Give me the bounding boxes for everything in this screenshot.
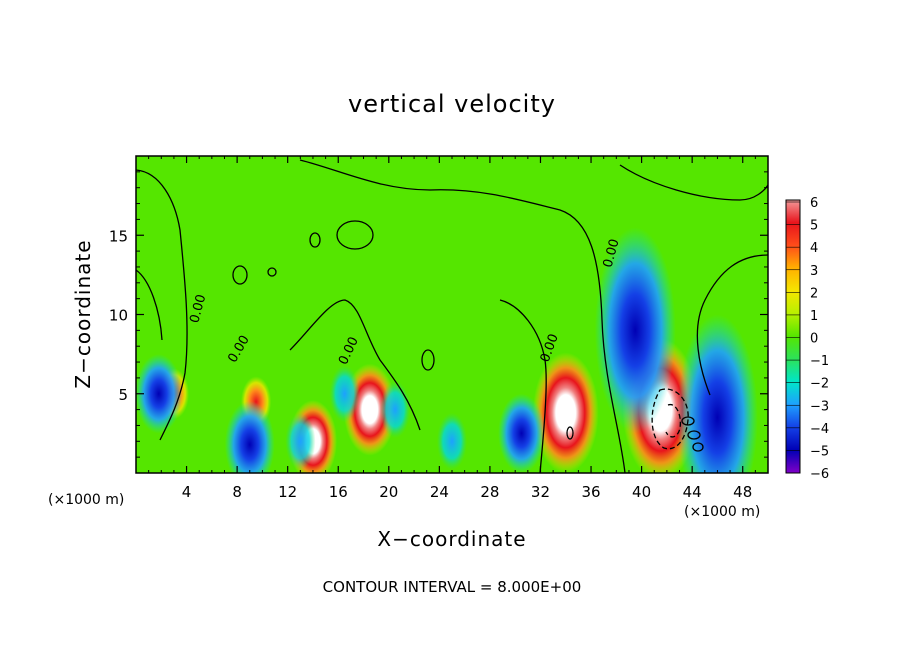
x-unit-left: (×1000 m) xyxy=(48,492,124,508)
colorbar-label: −5 xyxy=(810,444,829,459)
plot-area: 0.000.00 0.00 0.000.00 xyxy=(136,156,768,473)
contour-line xyxy=(299,159,626,473)
colorbar-label: 6 xyxy=(810,196,818,211)
contour-interval-text: CONTOUR INTERVAL = 8.000E+00 xyxy=(323,578,582,596)
colorbar-gradient xyxy=(785,199,801,474)
contour-line xyxy=(136,169,188,441)
contour-loop xyxy=(309,232,321,248)
contour-line xyxy=(696,254,768,396)
x-tick-label: 16 xyxy=(329,483,348,501)
colorbar-label: 5 xyxy=(810,219,818,234)
heat-cell xyxy=(329,365,360,423)
x-tick-label: 28 xyxy=(480,483,499,501)
contour-line xyxy=(289,299,421,431)
contour-lines xyxy=(136,159,768,473)
contour-loop xyxy=(687,430,701,440)
colorbar-labels: 6 5 4 3 2 1 0 −1 −2 −3 −4 −5 −6 xyxy=(786,196,829,482)
x-tick-label: 8 xyxy=(232,483,242,501)
colorbar-label: −4 xyxy=(810,422,829,437)
contour-dashed xyxy=(665,403,682,438)
contour-loop xyxy=(267,267,277,277)
colorbar: 6 5 4 3 2 1 0 −1 −2 −3 −4 −5 −6 xyxy=(785,196,829,482)
contour-loop xyxy=(421,349,435,371)
x-tick-label: 44 xyxy=(683,483,702,501)
contour-line xyxy=(619,164,768,201)
y-tick-label: 15 xyxy=(109,227,128,245)
heat-cell xyxy=(379,381,411,439)
contour-dashed xyxy=(651,388,689,450)
colorbar-label: −1 xyxy=(810,354,829,369)
x-tick-label: 32 xyxy=(531,483,550,501)
heat-cell xyxy=(594,227,676,434)
heat-cell xyxy=(136,354,183,434)
heat-cell xyxy=(498,393,545,473)
contour-loop xyxy=(232,265,248,285)
colorbar-label: 4 xyxy=(810,241,818,256)
contour-label: 0.00 xyxy=(187,293,209,325)
colorbar-label: 2 xyxy=(810,286,818,301)
x-tick-label: 12 xyxy=(278,483,297,501)
contour-line xyxy=(499,299,547,473)
x-tick-label: 48 xyxy=(733,483,752,501)
heat-cell xyxy=(224,400,275,473)
colorbar-label: 3 xyxy=(810,264,818,279)
contour-loop xyxy=(566,426,574,440)
heat-cell xyxy=(532,352,599,473)
contour-line xyxy=(136,269,163,341)
contour-label: 0.00 xyxy=(601,237,623,269)
x-axis-title: X−coordinate xyxy=(377,527,526,551)
colorbar-label: −3 xyxy=(810,399,829,414)
contour-loop xyxy=(692,442,704,452)
x-tick-label: 24 xyxy=(430,483,449,501)
y-tick-label: 10 xyxy=(109,307,128,325)
colorbar-label: −2 xyxy=(810,377,829,392)
colorbar-label: 0 xyxy=(810,332,818,347)
x-tick-label: 40 xyxy=(632,483,651,501)
heatmap-field xyxy=(136,227,758,473)
colorbar-label: 1 xyxy=(810,309,818,324)
contour-loop xyxy=(681,416,695,426)
y-axis-title: Z−coordinate xyxy=(71,239,95,388)
x-tick-label: 4 xyxy=(182,483,192,501)
x-tick-label: 36 xyxy=(581,483,600,501)
contour-loop xyxy=(336,220,374,250)
heat-cell xyxy=(677,314,758,473)
heat-cell xyxy=(285,412,316,470)
chart-title: vertical velocity xyxy=(348,90,556,118)
x-unit-right: (×1000 m) xyxy=(684,504,760,520)
x-tick-label: 20 xyxy=(379,483,398,501)
y-tick-label: 5 xyxy=(118,386,128,404)
heat-cell xyxy=(436,412,468,470)
colorbar-label: −6 xyxy=(810,467,829,482)
